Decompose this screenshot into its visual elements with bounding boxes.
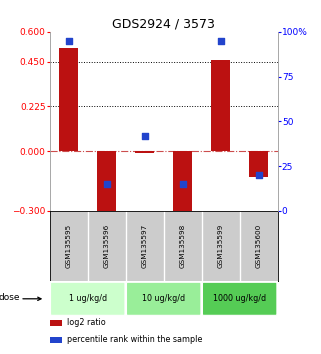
Text: GSM135600: GSM135600 xyxy=(256,224,262,268)
Text: GSM135597: GSM135597 xyxy=(142,224,148,268)
Point xyxy=(218,38,223,44)
Point xyxy=(104,181,109,187)
Point xyxy=(66,38,71,44)
Text: GSM135595: GSM135595 xyxy=(66,224,72,268)
Bar xyxy=(59,48,78,151)
Text: 1 ug/kg/d: 1 ug/kg/d xyxy=(69,294,107,303)
Text: GSM135596: GSM135596 xyxy=(104,224,110,268)
Text: 10 ug/kg/d: 10 ug/kg/d xyxy=(142,294,185,303)
FancyBboxPatch shape xyxy=(50,282,125,315)
FancyBboxPatch shape xyxy=(126,282,201,315)
Bar xyxy=(97,151,116,215)
Text: dose: dose xyxy=(0,292,20,302)
Bar xyxy=(211,60,230,151)
Point xyxy=(142,133,147,138)
Text: 1000 ug/kg/d: 1000 ug/kg/d xyxy=(213,294,266,303)
Text: GSM135599: GSM135599 xyxy=(218,224,224,268)
Bar xyxy=(50,337,62,343)
Text: log2 ratio: log2 ratio xyxy=(67,318,106,327)
Point xyxy=(180,181,185,187)
Point xyxy=(256,172,261,178)
Bar xyxy=(50,320,62,326)
Bar xyxy=(249,151,268,177)
Text: GSM135598: GSM135598 xyxy=(180,224,186,268)
Title: GDS2924 / 3573: GDS2924 / 3573 xyxy=(112,18,215,31)
Text: percentile rank within the sample: percentile rank within the sample xyxy=(67,336,202,344)
FancyBboxPatch shape xyxy=(203,282,277,315)
Bar xyxy=(135,151,154,153)
Bar xyxy=(173,151,192,215)
